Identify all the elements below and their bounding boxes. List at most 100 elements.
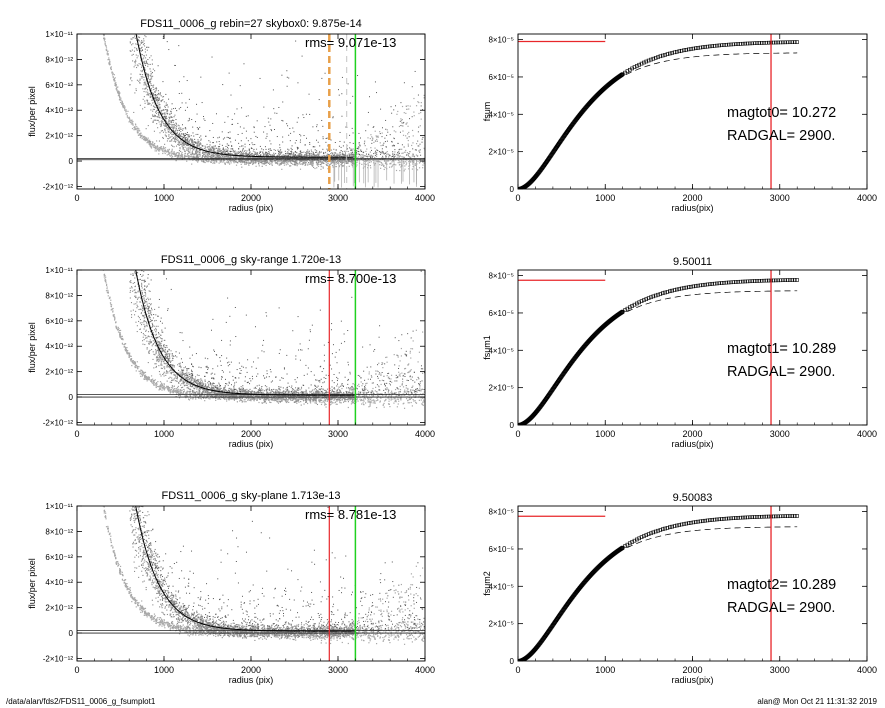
data-point — [384, 162, 387, 164]
data-point — [213, 148, 215, 150]
data-point — [196, 145, 198, 147]
data-point — [161, 99, 163, 101]
data-point — [214, 151, 217, 153]
data-point — [368, 96, 370, 98]
data-point — [315, 155, 317, 157]
data-point — [335, 155, 337, 157]
data-point — [293, 164, 295, 166]
data-point — [347, 160, 350, 163]
data-point — [415, 154, 418, 156]
data-point — [197, 161, 199, 163]
data-point — [174, 141, 177, 143]
data-point — [212, 151, 214, 153]
data-point — [361, 154, 363, 156]
data-point — [408, 161, 410, 163]
data-point — [326, 164, 328, 166]
data-point — [322, 162, 324, 164]
data-point — [102, 28, 103, 29]
data-point — [191, 118, 193, 120]
data-point — [157, 65, 159, 67]
data-point — [217, 137, 219, 139]
data-point — [317, 155, 319, 157]
data-point — [395, 105, 397, 107]
data-point — [131, 6, 132, 7]
data-point — [337, 162, 339, 164]
data-point — [392, 154, 394, 156]
data-point — [174, 139, 176, 141]
data-point — [363, 141, 366, 143]
data-point — [328, 164, 331, 166]
data-point — [219, 160, 221, 162]
data-point — [115, 87, 118, 89]
data-point — [160, 110, 162, 112]
data-point — [252, 162, 254, 164]
data-point — [154, 100, 156, 102]
data-point — [177, 141, 179, 143]
data-point — [254, 162, 256, 164]
data-point — [335, 157, 337, 159]
data-point — [200, 139, 202, 141]
data-point — [411, 160, 414, 163]
data-point — [154, 119, 156, 121]
data-point — [271, 164, 273, 166]
data-point — [147, 65, 149, 67]
data-point — [403, 156, 406, 158]
data-point — [270, 129, 272, 131]
data-point — [209, 148, 212, 150]
data-point — [134, 17, 135, 18]
data-point — [192, 142, 194, 144]
data-point — [145, 87, 147, 89]
data-point — [745, 41, 750, 46]
data-point — [108, 58, 110, 61]
plot-frame — [76, 33, 426, 190]
data-point — [223, 160, 225, 162]
data-point — [358, 132, 360, 134]
data-point — [163, 112, 165, 114]
data-point — [131, 18, 132, 19]
data-point — [311, 157, 313, 159]
data-point — [231, 156, 233, 159]
data-point — [284, 158, 287, 160]
data-point — [124, 109, 126, 111]
data-point — [186, 139, 188, 141]
data-point — [236, 161, 238, 163]
data-point — [150, 55, 152, 57]
data-point — [146, 101, 148, 103]
data-point — [287, 163, 289, 165]
data-point — [227, 144, 229, 146]
data-point — [137, 6, 138, 7]
data-point — [132, 1, 133, 2]
data-point — [163, 118, 166, 120]
data-point — [218, 156, 220, 158]
data-point — [166, 149, 169, 151]
data-point — [141, 65, 143, 67]
data-point — [350, 160, 352, 162]
data-point — [296, 160, 298, 162]
data-point — [370, 134, 372, 136]
data-point — [196, 127, 198, 129]
data-point — [198, 153, 200, 155]
data-point — [125, 113, 127, 115]
data-point — [100, 14, 101, 15]
data-point — [341, 155, 343, 157]
data-point — [109, 63, 111, 65]
data-point — [177, 143, 179, 145]
data-point — [323, 162, 325, 164]
data-point — [144, 48, 146, 50]
data-point — [135, 1, 136, 2]
data-point — [157, 148, 159, 150]
data-point — [242, 148, 244, 151]
data-point — [322, 138, 324, 140]
data-point — [248, 149, 250, 151]
data-point — [264, 126, 266, 128]
data-point — [133, 111, 135, 113]
data-point — [258, 159, 260, 161]
data-point — [221, 152, 224, 154]
data-point — [112, 76, 114, 79]
data-point — [243, 63, 245, 65]
data-point — [284, 162, 286, 164]
y-tick-label: -2×10⁻¹² — [43, 182, 74, 191]
data-point — [215, 147, 217, 149]
data-point — [181, 138, 183, 140]
